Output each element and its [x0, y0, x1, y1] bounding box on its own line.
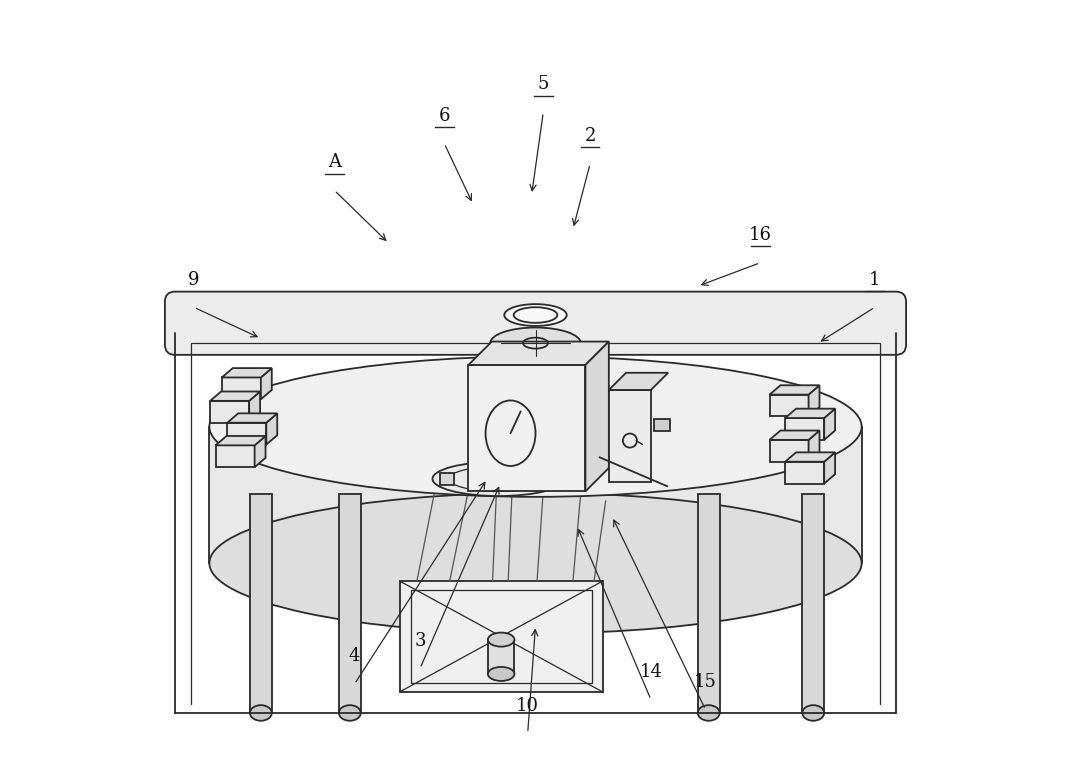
Ellipse shape [250, 705, 272, 721]
Ellipse shape [433, 462, 565, 496]
Bar [491, 473, 504, 485]
Polygon shape [261, 368, 272, 399]
Bar [488, 640, 514, 674]
Text: 14: 14 [639, 663, 662, 681]
Bar [654, 419, 669, 431]
Ellipse shape [802, 705, 825, 721]
Bar [468, 365, 586, 492]
Text: 3: 3 [414, 632, 426, 650]
Polygon shape [215, 446, 255, 467]
Polygon shape [215, 436, 266, 446]
Polygon shape [267, 413, 277, 445]
Bar [410, 590, 591, 683]
Polygon shape [586, 341, 608, 492]
Polygon shape [210, 392, 260, 401]
Polygon shape [825, 409, 835, 440]
Text: 2: 2 [585, 127, 595, 145]
Ellipse shape [488, 667, 514, 681]
FancyBboxPatch shape [165, 291, 906, 355]
Polygon shape [222, 368, 272, 377]
Polygon shape [809, 385, 819, 417]
Bar [250, 495, 272, 713]
Polygon shape [770, 440, 809, 462]
Polygon shape [770, 385, 819, 395]
Bar [338, 495, 361, 713]
Text: 1: 1 [870, 270, 880, 288]
Polygon shape [608, 373, 668, 390]
Polygon shape [809, 431, 819, 462]
Ellipse shape [488, 633, 514, 647]
Polygon shape [250, 392, 260, 423]
Ellipse shape [491, 327, 580, 359]
Bar [399, 581, 603, 692]
Polygon shape [785, 409, 835, 418]
Text: 15: 15 [694, 673, 716, 691]
Ellipse shape [504, 304, 567, 326]
Polygon shape [785, 462, 825, 484]
Polygon shape [770, 431, 819, 440]
Polygon shape [770, 395, 809, 417]
Text: 10: 10 [516, 697, 539, 715]
Polygon shape [209, 427, 862, 563]
Polygon shape [785, 453, 835, 462]
Text: 9: 9 [188, 270, 199, 288]
Text: 6: 6 [438, 106, 450, 124]
Polygon shape [210, 401, 250, 423]
Text: 16: 16 [749, 226, 772, 244]
Ellipse shape [209, 493, 862, 633]
Text: A: A [328, 153, 341, 171]
Polygon shape [227, 413, 277, 423]
Polygon shape [227, 423, 267, 445]
Ellipse shape [209, 356, 862, 497]
Text: 4: 4 [349, 648, 360, 666]
Polygon shape [468, 341, 608, 365]
Text: 5: 5 [538, 75, 549, 93]
Ellipse shape [698, 705, 720, 721]
Polygon shape [785, 418, 825, 440]
Ellipse shape [338, 705, 361, 721]
Bar [802, 495, 825, 713]
Bar [608, 390, 651, 482]
Polygon shape [255, 436, 266, 467]
Bar [440, 473, 454, 485]
Bar [698, 495, 720, 713]
Polygon shape [222, 377, 261, 399]
Polygon shape [825, 453, 835, 484]
